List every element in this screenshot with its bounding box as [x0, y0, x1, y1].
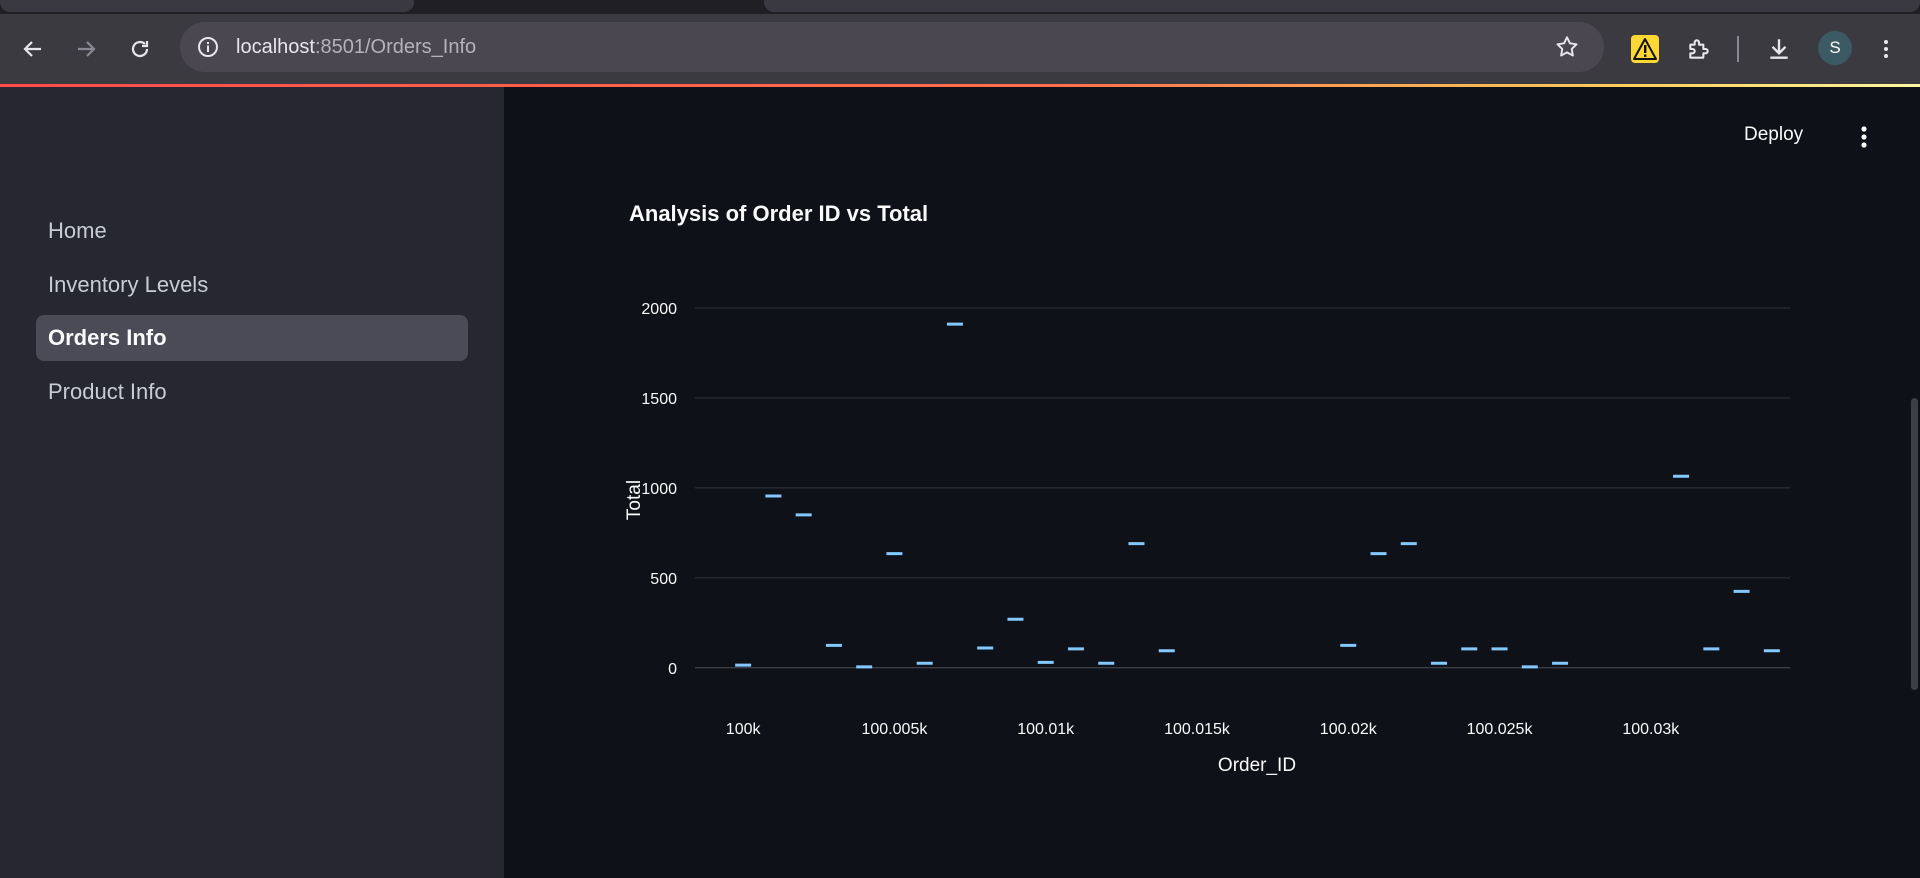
y-tick-label: 2000 [641, 301, 677, 318]
y-tick-label: 1000 [641, 481, 677, 498]
x-axis-label: Order_ID [1218, 755, 1296, 776]
extensions-puzzle-icon[interactable] [1681, 31, 1717, 67]
deploy-button[interactable]: Deploy [1744, 124, 1804, 145]
profile-avatar[interactable]: S [1818, 31, 1852, 65]
x-tick-label: 100.02k [1320, 721, 1378, 738]
sidebar-item-label: Orders Info [48, 325, 167, 350]
scatter-chart[interactable]: 0 500 1000 1500 2000 100k 100.005k 100.01k 100.… [600, 260, 1800, 780]
scrollbar[interactable] [1911, 398, 1918, 690]
x-tick-label: 100.03k [1622, 721, 1680, 738]
x-tick-label: 100.015k [1164, 721, 1231, 738]
reload-icon[interactable] [122, 31, 158, 67]
browser-tab[interactable] [764, 0, 1920, 12]
app-decoration-bar [0, 84, 1920, 87]
x-tick-label: 100k [726, 721, 762, 738]
browser-menu-icon[interactable] [1868, 31, 1904, 67]
warning-extension-icon[interactable] [1627, 31, 1663, 67]
url-path: :8501/Orders_Info [314, 36, 477, 58]
back-arrow-icon[interactable] [15, 31, 51, 67]
address-bar[interactable]: localhost:8501/Orders_Info [180, 22, 1604, 72]
forward-arrow-icon[interactable] [68, 31, 104, 67]
browser-toolbar: localhost:8501/Orders_Info S [0, 14, 1920, 84]
sidebar-item-product-info[interactable]: Product Info [36, 369, 468, 415]
x-tick-label: 100.01k [1017, 721, 1075, 738]
toolbar-divider [1737, 36, 1739, 62]
site-info-icon[interactable] [190, 29, 226, 65]
download-icon[interactable] [1761, 31, 1797, 67]
y-tick-label: 1500 [641, 391, 677, 408]
y-axis-label: Total [624, 480, 645, 520]
chart-marks [735, 322, 1780, 669]
x-tick-label: 100.025k [1467, 721, 1534, 738]
x-tick-label: 100.005k [862, 721, 929, 738]
y-axis-ticks: 0 500 1000 1500 2000 [641, 301, 677, 678]
bookmark-star-icon[interactable] [1552, 32, 1582, 62]
sidebar: Home Inventory Levels Orders Info Produc… [0, 87, 504, 878]
main-menu-icon[interactable] [1852, 122, 1876, 152]
chart-gridlines [695, 307, 1790, 669]
y-tick-label: 500 [650, 571, 677, 588]
y-tick-label: 0 [668, 661, 677, 678]
browser-tab[interactable] [0, 0, 414, 12]
sidebar-item-label: Product Info [48, 379, 167, 404]
url-host: localhost [236, 36, 315, 58]
main-content [504, 87, 1920, 878]
browser-tab-strip [0, 0, 1920, 14]
sidebar-item-label: Inventory Levels [48, 272, 209, 297]
sidebar-item-home[interactable]: Home [36, 208, 468, 254]
sidebar-item-inventory-levels[interactable]: Inventory Levels [36, 262, 468, 308]
sidebar-item-orders-info[interactable]: Orders Info [36, 315, 468, 361]
chart-title: Analysis of Order ID vs Total [629, 201, 929, 226]
sidebar-item-label: Home [48, 218, 107, 243]
url-text[interactable]: localhost:8501/Orders_Info [236, 36, 476, 59]
x-axis-ticks: 100k 100.005k 100.01k 100.015k 100.02k 100.02… [726, 721, 1680, 738]
